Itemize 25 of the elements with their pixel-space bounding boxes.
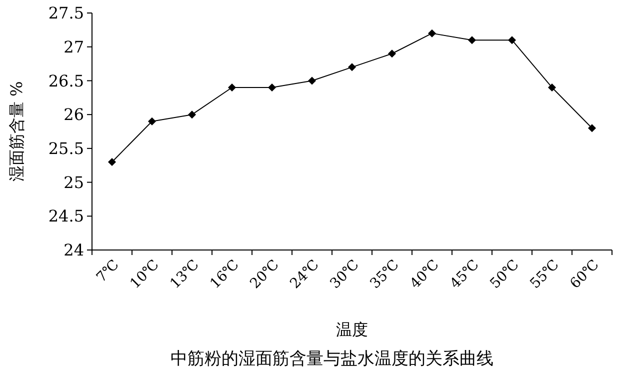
point <box>228 83 236 92</box>
x-tick-label: 7℃ <box>94 256 122 286</box>
y-tick-label: 24 <box>64 240 84 260</box>
x-axis-title: 温度 <box>336 320 368 339</box>
y-tick-label: 24.5 <box>48 206 84 226</box>
y-tick-label: 26.5 <box>48 71 84 90</box>
text: 中筋粉的湿面筋含量与盐水温度的关系曲线 <box>170 349 494 369</box>
point <box>468 36 476 44</box>
y-tick-label: 27 <box>64 37 84 56</box>
y-tick-label: 25 <box>64 172 84 192</box>
point <box>428 29 436 38</box>
point <box>108 158 116 166</box>
point <box>548 83 556 92</box>
point <box>348 63 356 72</box>
y-tick-label: 27.5 <box>48 4 84 23</box>
point <box>148 117 156 126</box>
y-tick-label: 26 <box>64 105 84 124</box>
point <box>308 76 316 85</box>
y-axis-title: 湿面筋含量 % <box>7 81 26 182</box>
point <box>268 83 276 92</box>
y-tick-label: 25.5 <box>48 139 84 158</box>
point <box>388 50 396 58</box>
point <box>188 110 196 119</box>
point <box>508 36 516 44</box>
point <box>588 124 596 132</box>
